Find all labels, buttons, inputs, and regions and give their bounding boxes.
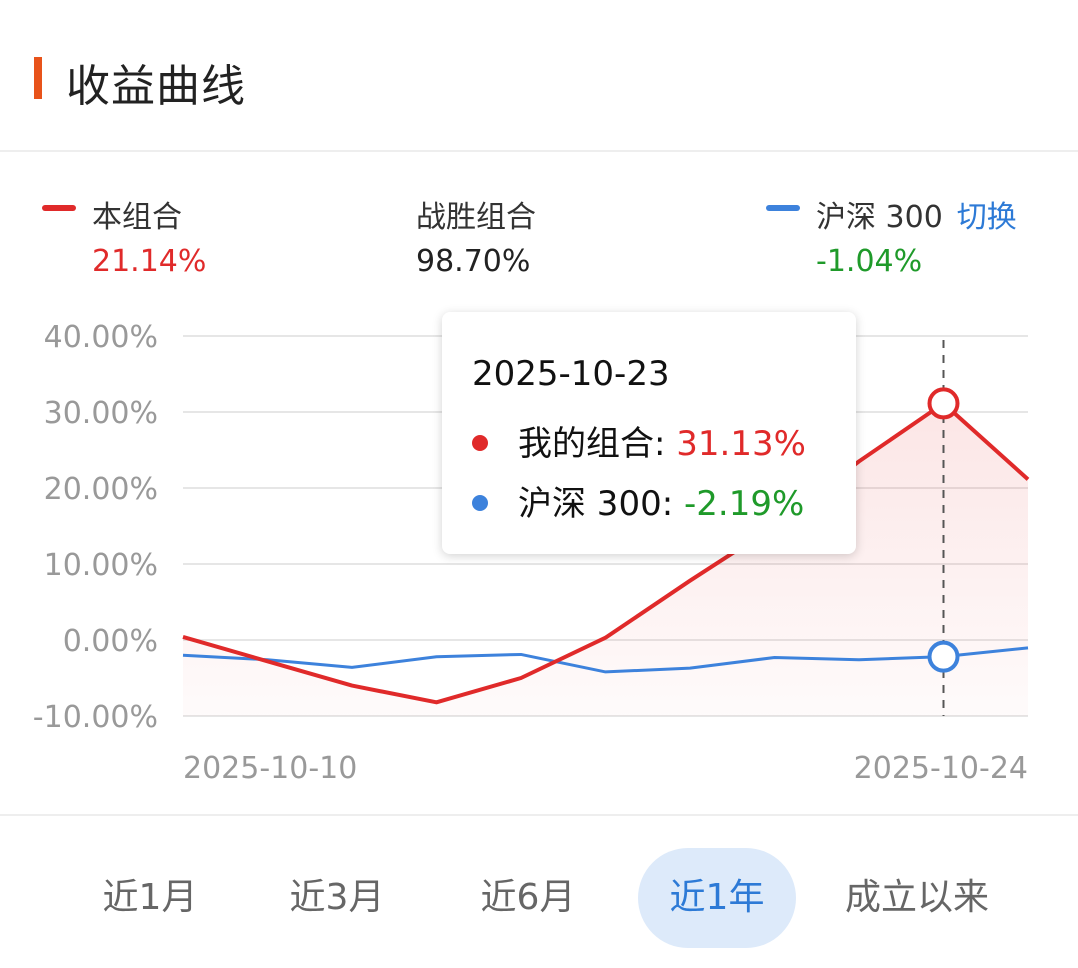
legend-benchmark[interactable]: 沪深 300 切换 -1.04% xyxy=(766,192,1017,279)
x-tick-label: 2025-10-24 xyxy=(854,751,1028,786)
tooltip-date: 2025-10-23 xyxy=(472,354,670,394)
portfolio-line-swatch xyxy=(42,205,76,211)
y-tick-label: 0.00% xyxy=(63,624,158,659)
tooltip-portfolio-value: 31.13% xyxy=(676,424,806,464)
switch-benchmark-button[interactable]: 切换 xyxy=(956,200,1017,235)
tooltip-benchmark-value: -2.19% xyxy=(683,484,805,524)
x-tick-label: 2025-10-10 xyxy=(183,751,357,786)
tab-1-month[interactable]: 近1月 xyxy=(102,877,198,918)
title-accent-bar xyxy=(34,57,42,99)
legend-portfolio[interactable]: 本组合 21.14% xyxy=(42,192,206,279)
tooltip-portfolio-label: 我的组合: xyxy=(518,424,666,464)
y-tick-label: 30.00% xyxy=(44,396,158,431)
legend-portfolio-value: 21.14% xyxy=(92,244,207,279)
tab-3-months[interactable]: 近3月 xyxy=(289,877,385,918)
chart-tooltip: 2025-10-23 我的组合: 31.13% 沪深 300: -2.19% xyxy=(442,312,856,554)
page-title: 收益曲线 xyxy=(66,61,246,112)
tooltip-portfolio-row: 我的组合: 31.13% xyxy=(472,416,806,465)
legend-beat: 战胜组合 98.70% xyxy=(416,192,536,279)
portfolio-point xyxy=(927,387,960,420)
legend-portfolio-name: 本组合 xyxy=(92,200,182,235)
tab-6-months[interactable]: 近6月 xyxy=(480,877,576,918)
legend-benchmark-name: 沪深 300 xyxy=(816,200,943,235)
tooltip-benchmark-label: 沪深 300: xyxy=(518,484,674,524)
tooltip-benchmark-row: 沪深 300: -2.19% xyxy=(472,476,804,525)
y-tick-label: 10.00% xyxy=(44,548,158,583)
period-tabs: 近1月 近3月 近6月 近1年 成立以来 xyxy=(0,848,1078,948)
chart-divider xyxy=(0,814,1078,816)
y-tick-label: -10.00% xyxy=(33,700,158,735)
portfolio-series-line xyxy=(182,401,1030,705)
y-tick-label: 20.00% xyxy=(44,472,158,507)
return-line-chart[interactable]: 40.00% 30.00% 20.00% 10.00% 0.00% -10.00% 2025… xyxy=(0,300,1078,800)
portfolio-area xyxy=(183,403,1028,716)
tab-since-inception[interactable]: 成立以来 xyxy=(844,877,989,918)
tab-1-year[interactable]: 近1年 xyxy=(638,848,796,948)
tooltip-benchmark-dot xyxy=(472,494,488,511)
y-tick-label: 40.00% xyxy=(44,320,158,355)
header: 收益曲线 xyxy=(0,0,1078,150)
benchmark-point xyxy=(927,640,960,673)
tooltip-portfolio-dot xyxy=(472,434,488,451)
benchmark-series-line xyxy=(182,646,1029,674)
legend-benchmark-value: -1.04% xyxy=(816,244,923,279)
benchmark-line-swatch xyxy=(766,205,800,211)
legend-beat-value: 98.70% xyxy=(416,244,531,279)
header-divider xyxy=(0,150,1078,152)
legend-beat-name: 战胜组合 xyxy=(416,200,536,235)
